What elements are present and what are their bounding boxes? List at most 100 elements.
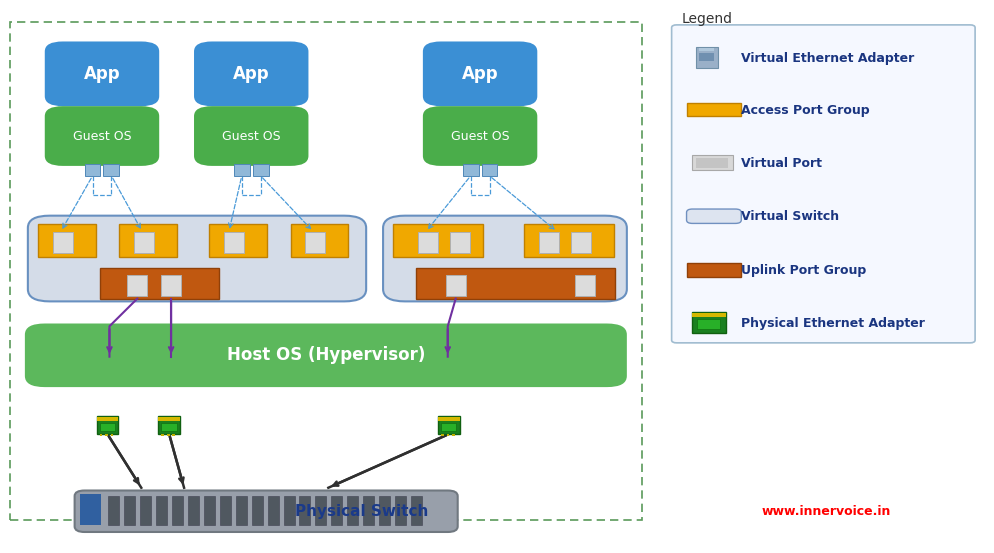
Text: App: App (461, 65, 498, 83)
FancyBboxPatch shape (25, 324, 626, 387)
Bar (437, 416, 459, 434)
Bar (105, 434, 107, 436)
FancyBboxPatch shape (686, 209, 741, 223)
Bar (299, 496, 310, 525)
Bar (103, 164, 119, 176)
Text: Guest OS: Guest OS (450, 129, 509, 143)
Bar (38, 224, 95, 257)
Bar (437, 418, 459, 421)
Text: App: App (83, 65, 120, 83)
Bar (96, 416, 118, 434)
Bar (699, 48, 714, 51)
Bar (696, 47, 718, 68)
Bar (108, 496, 119, 525)
Bar (445, 275, 465, 296)
Bar (417, 232, 437, 253)
Bar (691, 155, 733, 170)
Bar (110, 434, 113, 436)
Bar (524, 224, 613, 257)
Bar (691, 313, 726, 317)
Text: Physical Ethernet Adapter: Physical Ethernet Adapter (741, 317, 924, 330)
FancyBboxPatch shape (45, 41, 159, 106)
FancyBboxPatch shape (671, 25, 974, 343)
Bar (446, 434, 448, 436)
Bar (347, 496, 358, 525)
Bar (363, 496, 374, 525)
Text: App: App (233, 65, 269, 83)
Text: Access Port Group: Access Port Group (741, 104, 869, 117)
Bar (283, 496, 294, 525)
Bar (224, 232, 244, 253)
Text: Virtual Ethernet Adapter: Virtual Ethernet Adapter (741, 51, 913, 65)
Bar (305, 232, 325, 253)
FancyBboxPatch shape (75, 491, 457, 532)
FancyBboxPatch shape (194, 106, 308, 166)
Bar (158, 416, 180, 434)
Bar (119, 224, 177, 257)
Bar (393, 224, 482, 257)
Bar (395, 496, 406, 525)
Bar (575, 275, 594, 296)
Bar (161, 424, 177, 431)
Bar (462, 164, 478, 176)
Bar (161, 275, 181, 296)
Text: Legend: Legend (681, 12, 732, 27)
Bar (127, 275, 147, 296)
Bar (99, 268, 219, 299)
Bar (99, 424, 115, 431)
Text: Guest OS: Guest OS (222, 129, 280, 143)
Bar (686, 263, 741, 276)
Bar (140, 496, 151, 525)
Bar (686, 103, 741, 116)
Bar (411, 496, 421, 525)
Text: Virtual Switch: Virtual Switch (741, 210, 839, 223)
Bar (172, 496, 183, 525)
Bar (571, 232, 590, 253)
Bar (99, 434, 102, 436)
Text: www.innervoice.in: www.innervoice.in (760, 505, 890, 518)
Bar (220, 496, 231, 525)
Bar (204, 496, 215, 525)
Bar (252, 164, 268, 176)
Bar (124, 496, 135, 525)
Bar (451, 434, 454, 436)
Bar (234, 164, 249, 176)
Bar (691, 312, 726, 333)
Bar (188, 496, 199, 525)
Bar (539, 232, 559, 253)
Bar (331, 496, 342, 525)
FancyBboxPatch shape (422, 106, 537, 166)
FancyBboxPatch shape (422, 41, 537, 106)
Bar (158, 418, 180, 421)
Bar (440, 434, 443, 436)
Bar (53, 232, 73, 253)
Bar (440, 424, 456, 431)
Bar (156, 496, 167, 525)
Bar (167, 434, 169, 436)
Bar (290, 224, 348, 257)
Bar (699, 53, 714, 61)
Bar (172, 434, 175, 436)
Bar (695, 158, 728, 168)
Bar (251, 496, 262, 525)
Text: Uplink Port Group: Uplink Port Group (741, 264, 866, 278)
Bar (96, 418, 118, 421)
Bar (84, 164, 100, 176)
Bar (134, 232, 154, 253)
Bar (379, 496, 390, 525)
Bar (10, 22, 641, 520)
Bar (236, 496, 247, 525)
Bar (80, 494, 101, 525)
Bar (315, 496, 326, 525)
Bar (267, 496, 278, 525)
FancyBboxPatch shape (28, 216, 366, 301)
Text: Physical Switch: Physical Switch (295, 504, 428, 519)
FancyBboxPatch shape (45, 106, 159, 166)
Bar (697, 319, 720, 329)
FancyBboxPatch shape (383, 216, 626, 301)
Text: Guest OS: Guest OS (73, 129, 131, 143)
Bar (209, 224, 266, 257)
Text: Host OS (Hypervisor): Host OS (Hypervisor) (227, 346, 424, 364)
Bar (415, 268, 614, 299)
Bar (161, 434, 164, 436)
